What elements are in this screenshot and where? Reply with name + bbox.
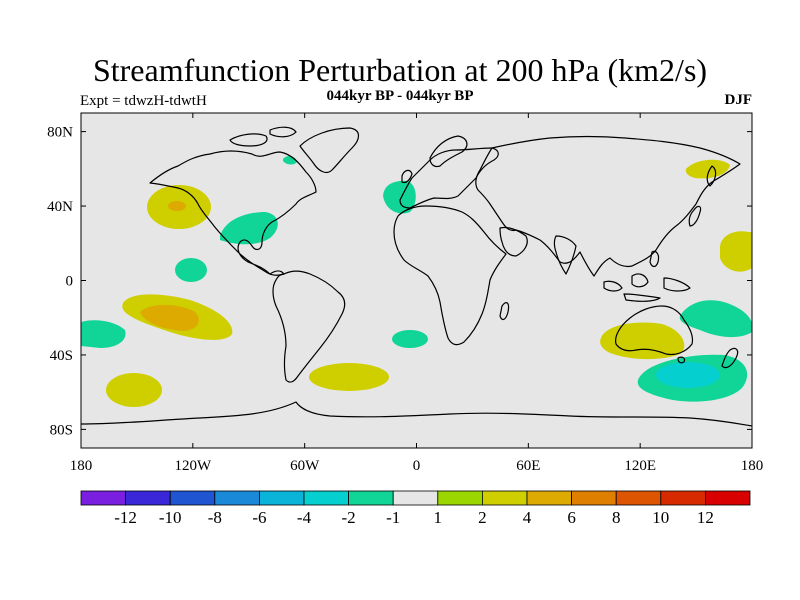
colorbar-swatch (80, 490, 126, 506)
colorbar-swatch (214, 490, 260, 506)
anomaly-gulf-of-mexico (220, 212, 278, 245)
colorbar-label: -2 (342, 508, 356, 527)
colorbar-label: 6 (567, 508, 576, 527)
anomaly-south-of-australia-core (656, 362, 720, 388)
colorbar-label: 4 (523, 508, 532, 527)
perturbation-field (81, 156, 752, 407)
coastline-asia (475, 135, 741, 277)
experiment-label: Expt = tdwzH-tdwtH (80, 93, 207, 109)
anomaly-ne-pacific-core (168, 201, 186, 211)
colorbar-label: 2 (478, 508, 487, 527)
lon-tick-label: 120W (174, 458, 212, 474)
colorbar-label: 12 (697, 508, 714, 527)
anomaly-iberia (383, 180, 416, 214)
coastline-indonesia (603, 273, 691, 302)
coastline-australia (615, 305, 694, 356)
colorbar-swatch (571, 490, 617, 506)
lat-tick-label: 0 (66, 274, 74, 290)
anomaly-nw-pacific (720, 231, 752, 272)
lon-tick-label: 180 (70, 458, 93, 474)
map-title: Streamfunction Perturbation at 200 hPa (… (92, 52, 708, 88)
colorbar-swatch (125, 490, 171, 506)
lon-tick-label: 180 (741, 458, 764, 474)
lon-tick-label: 0 (413, 458, 421, 474)
lon-tick-label: 60W (290, 458, 320, 474)
coastline-arabia (499, 226, 528, 257)
coastline-arctic-archipelago (229, 126, 297, 147)
coastline-scandinavia (429, 135, 468, 168)
lat-tick-label: 40S (50, 348, 73, 364)
coastline-antarctica (81, 401, 752, 427)
colorbar-label: -6 (252, 508, 266, 527)
coastline-kamchatka (706, 165, 717, 187)
colorbar-swatch (169, 490, 216, 506)
coastline-india (553, 235, 577, 275)
map-subtitle: 044kyr BP - 044kyr BP (326, 88, 474, 104)
colorbar-swatch (660, 490, 706, 506)
lat-tick-label: 40N (47, 199, 73, 215)
colorbar-label: -1 (386, 508, 400, 527)
coastline-south-america (272, 270, 346, 383)
coastline-british-isles (401, 169, 413, 184)
colorbar-label: 1 (434, 508, 443, 527)
coastline-japan (688, 205, 702, 227)
lat-tick-label: 80N (47, 125, 73, 141)
season-label: DJF (724, 92, 753, 108)
colorbar-swatch (705, 490, 751, 506)
anomaly-south-pacific-west (81, 320, 126, 348)
colorbar-swatch (526, 490, 572, 506)
anomaly-south-atlantic (309, 363, 389, 391)
anomaly-se-pacific-core (140, 304, 199, 331)
coastlines (81, 126, 752, 427)
colorbar-swatch (437, 490, 483, 506)
coastline-tasmania (677, 356, 686, 364)
lon-tick-label: 60E (516, 458, 540, 474)
coastline-europe (399, 147, 499, 209)
anomaly-australia (600, 322, 685, 360)
colorbar-label: -4 (297, 508, 312, 527)
coastline-philippines (649, 250, 660, 268)
colorbar-swatch (392, 490, 439, 506)
colorbar-swatch (303, 490, 349, 506)
coastline-madagascar (499, 302, 510, 321)
colorbar: -12 -10 -8 -6 -4 -2 -1 1 2 4 6 8 10 12 (80, 490, 751, 527)
longitude-axis: 180 120W 60W 0 60E 120E 180 (70, 113, 764, 474)
anomaly-coral-sea (679, 300, 752, 337)
latitude-axis: 80N 40N 0 40S 80S (47, 125, 752, 438)
colorbar-swatch (481, 490, 528, 506)
colorbar-swatch (348, 490, 394, 506)
colorbar-swatch (615, 490, 662, 506)
colorbar-swatch (258, 490, 305, 506)
colorbar-label: -10 (159, 508, 182, 527)
coastline-new-zealand (721, 347, 739, 369)
lon-tick-label: 120E (624, 458, 656, 474)
coastline-africa (393, 205, 507, 346)
colorbar-label: -8 (208, 508, 222, 527)
coastline-north-america (149, 150, 317, 276)
anomaly-off-africa (392, 330, 428, 348)
coastline-greenland (299, 127, 360, 174)
colorbar-label: -12 (114, 508, 137, 527)
anomaly-ne-siberia (685, 159, 730, 179)
colorbar-label: 8 (612, 508, 621, 527)
anomaly-central-pacific (175, 258, 207, 282)
colorbar-label: 10 (652, 508, 669, 527)
lat-tick-label: 80S (50, 422, 73, 438)
anomaly-south-pacific-low (106, 373, 162, 407)
